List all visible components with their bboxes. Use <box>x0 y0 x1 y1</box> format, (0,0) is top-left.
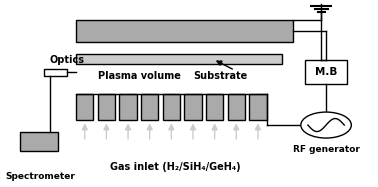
Text: Plasma volume: Plasma volume <box>98 71 181 81</box>
Bar <box>119 94 137 120</box>
Bar <box>20 132 58 151</box>
Bar <box>184 94 201 120</box>
Text: M.B: M.B <box>315 67 337 77</box>
Bar <box>228 94 245 120</box>
Bar <box>98 94 115 120</box>
Bar <box>163 94 180 120</box>
Bar <box>206 94 223 120</box>
Bar <box>141 94 158 120</box>
Text: Spectrometer: Spectrometer <box>5 172 75 181</box>
Bar <box>76 20 293 42</box>
Bar <box>76 94 93 120</box>
Text: RF generator: RF generator <box>293 145 359 154</box>
Text: Optics: Optics <box>49 55 84 65</box>
Bar <box>43 69 67 76</box>
Circle shape <box>301 112 351 138</box>
Bar <box>76 54 282 64</box>
Text: Gas inlet (H₂/SiH₄/GeH₄): Gas inlet (H₂/SiH₄/GeH₄) <box>110 162 241 172</box>
Bar <box>305 60 347 84</box>
Text: Substrate: Substrate <box>193 71 248 81</box>
Bar <box>249 94 266 120</box>
